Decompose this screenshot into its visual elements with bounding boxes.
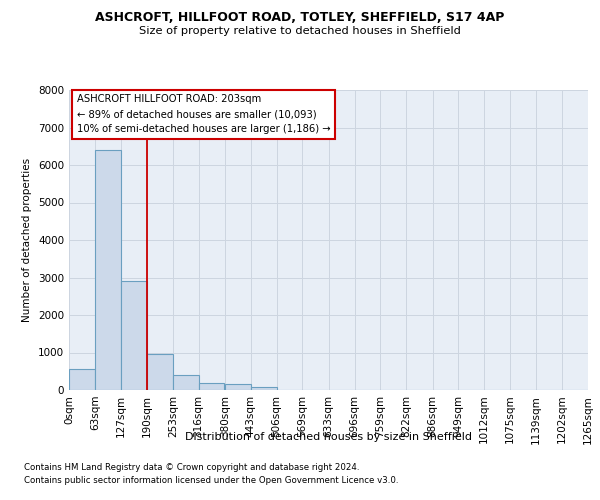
Text: ASHCROFT, HILLFOOT ROAD, TOTLEY, SHEFFIELD, S17 4AP: ASHCROFT, HILLFOOT ROAD, TOTLEY, SHEFFIE…	[95, 11, 505, 24]
Text: ASHCROFT HILLFOOT ROAD: 203sqm
← 89% of detached houses are smaller (10,093)
10%: ASHCROFT HILLFOOT ROAD: 203sqm ← 89% of …	[77, 94, 331, 134]
Y-axis label: Number of detached properties: Number of detached properties	[22, 158, 32, 322]
Bar	[173, 375, 199, 390]
Bar	[95, 150, 121, 390]
Text: Distribution of detached houses by size in Sheffield: Distribution of detached houses by size …	[185, 432, 472, 442]
Bar	[225, 384, 251, 390]
Bar	[199, 384, 224, 390]
Text: Size of property relative to detached houses in Sheffield: Size of property relative to detached ho…	[139, 26, 461, 36]
Bar	[147, 354, 173, 390]
Bar	[121, 281, 147, 390]
Bar	[251, 387, 277, 390]
Text: Contains HM Land Registry data © Crown copyright and database right 2024.: Contains HM Land Registry data © Crown c…	[24, 464, 359, 472]
Bar	[69, 369, 95, 390]
Text: Contains public sector information licensed under the Open Government Licence v3: Contains public sector information licen…	[24, 476, 398, 485]
